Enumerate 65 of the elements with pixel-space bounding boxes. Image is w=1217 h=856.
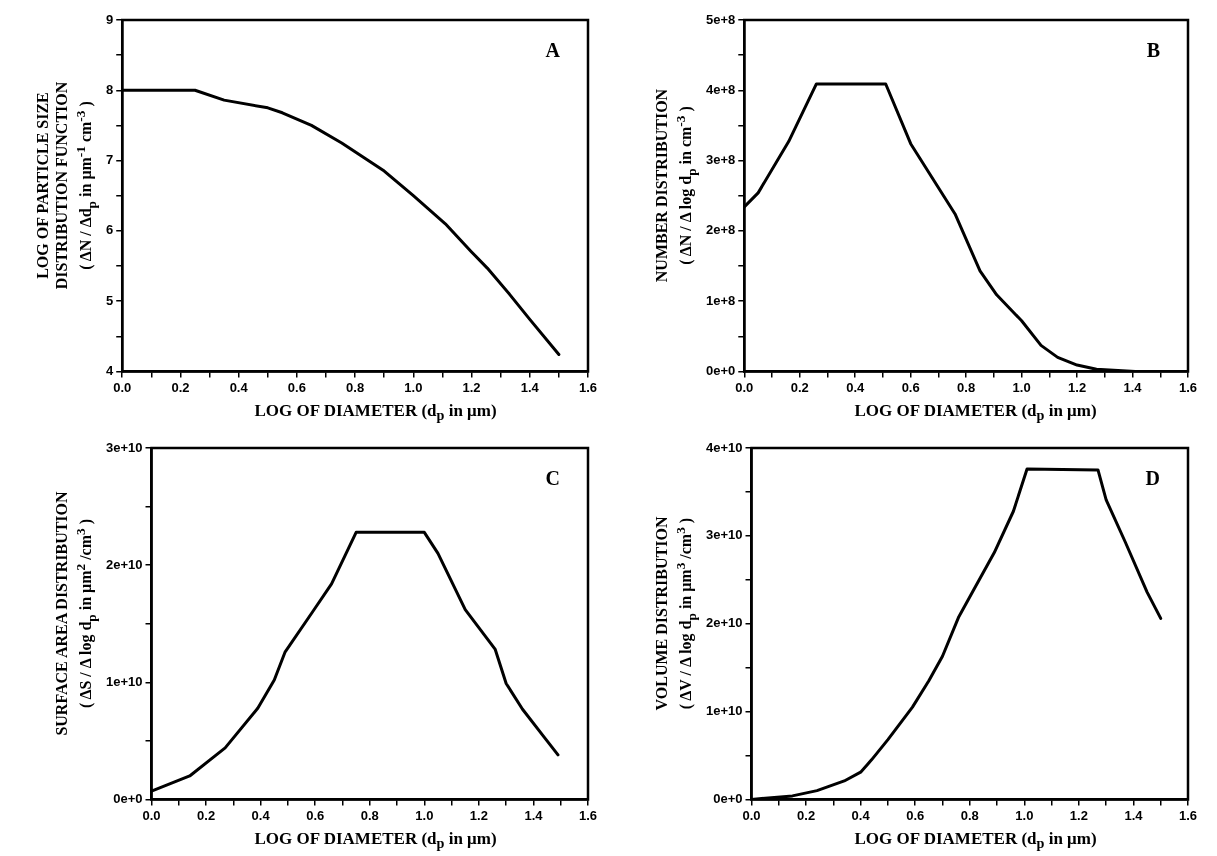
y-tick-label: 9 <box>106 11 114 27</box>
y-tick-label: 7 <box>106 152 114 168</box>
x-tick-label: 1.0 <box>404 379 423 395</box>
x-tick-label: 0.0 <box>742 807 761 823</box>
y-tick-label: 5e+8 <box>705 11 736 27</box>
x-tick-label: 1.4 <box>1124 807 1144 823</box>
x-tick-label: 0.8 <box>960 807 979 823</box>
x-tick-label: 0.2 <box>171 379 190 395</box>
x-axis-title: LOG OF DIAMETER (d$_{p}$ in μm) <box>853 401 1098 425</box>
y-tick-label: 0e+0 <box>713 790 743 806</box>
y-tick-label: 0e+0 <box>705 362 736 378</box>
x-tick-label: 1.2 <box>1068 379 1087 395</box>
y-tick-label: 3e+10 <box>706 527 743 543</box>
x-tick-label: 0.2 <box>790 379 809 395</box>
x-tick-label: 0.4 <box>229 379 249 395</box>
annotation: C <box>545 467 560 490</box>
x-tick-label: 0.2 <box>197 807 216 823</box>
x-tick-label: 1.0 <box>1015 807 1034 823</box>
y-tick-label: 4 <box>106 362 114 378</box>
y-tick-label: 1e+10 <box>706 703 743 719</box>
x-axis-title: LOG OF DIAMETER (d$_{p}$ in μm) <box>253 829 498 853</box>
x-tick-label: 0.6 <box>306 807 325 823</box>
x-tick-label: 0.4 <box>846 379 866 395</box>
y-tick-label: 3e+10 <box>106 439 143 455</box>
x-tick-label: 1.6 <box>1178 379 1198 395</box>
x-tick-label: 0.4 <box>251 807 271 823</box>
y-tick-label: 2e+10 <box>106 556 143 572</box>
x-tick-label: 1.2 <box>462 379 481 395</box>
annotation: A <box>545 39 561 62</box>
x-tick-label: 0.2 <box>797 807 816 823</box>
x-tick-label: 1.4 <box>524 807 544 823</box>
x-tick-label: 1.4 <box>520 379 540 395</box>
x-tick-label: 0.0 <box>735 379 754 395</box>
x-axis-title: LOG OF DIAMETER (d$_{p}$ in μm) <box>853 829 1098 853</box>
x-tick-label: 0.6 <box>901 379 920 395</box>
x-tick-label: 0.8 <box>346 379 365 395</box>
x-tick-label: 0.4 <box>851 807 871 823</box>
x-tick-label: 1.2 <box>469 807 488 823</box>
x-tick-label: 1.4 <box>1123 379 1143 395</box>
x-tick-label: 0.6 <box>287 379 306 395</box>
x-tick-label: 1.6 <box>1178 807 1198 823</box>
y-tick-label: 4e+10 <box>706 439 743 455</box>
y-tick-label: 1e+8 <box>705 292 736 308</box>
x-axis-title: LOG OF DIAMETER (d$_{p}$ in μm) <box>253 401 498 425</box>
y-tick-label: 3e+8 <box>705 152 736 168</box>
y-tick-label: 8 <box>106 81 114 97</box>
x-tick-label: 0.0 <box>113 379 132 395</box>
x-tick-label: 0.0 <box>142 807 161 823</box>
x-tick-label: 1.6 <box>578 807 598 823</box>
y-tick-label: 2e+10 <box>706 615 743 631</box>
x-tick-label: 0.6 <box>906 807 925 823</box>
x-tick-label: 0.8 <box>957 379 976 395</box>
x-tick-label: 1.6 <box>578 379 598 395</box>
y-tick-label: 0e+0 <box>113 790 143 806</box>
x-tick-label: 0.8 <box>360 807 379 823</box>
y-tick-label: 2e+8 <box>705 222 736 238</box>
x-tick-label: 1.0 <box>415 807 434 823</box>
x-tick-label: 1.0 <box>1012 379 1031 395</box>
y-tick-label: 6 <box>106 222 114 238</box>
annotation: B <box>1146 39 1160 62</box>
x-tick-label: 1.2 <box>1069 807 1088 823</box>
annotation: D <box>1145 467 1160 490</box>
y-tick-label: 4e+8 <box>705 81 736 97</box>
y-tick-label: 5 <box>106 292 114 308</box>
y-tick-label: 1e+10 <box>106 673 143 689</box>
